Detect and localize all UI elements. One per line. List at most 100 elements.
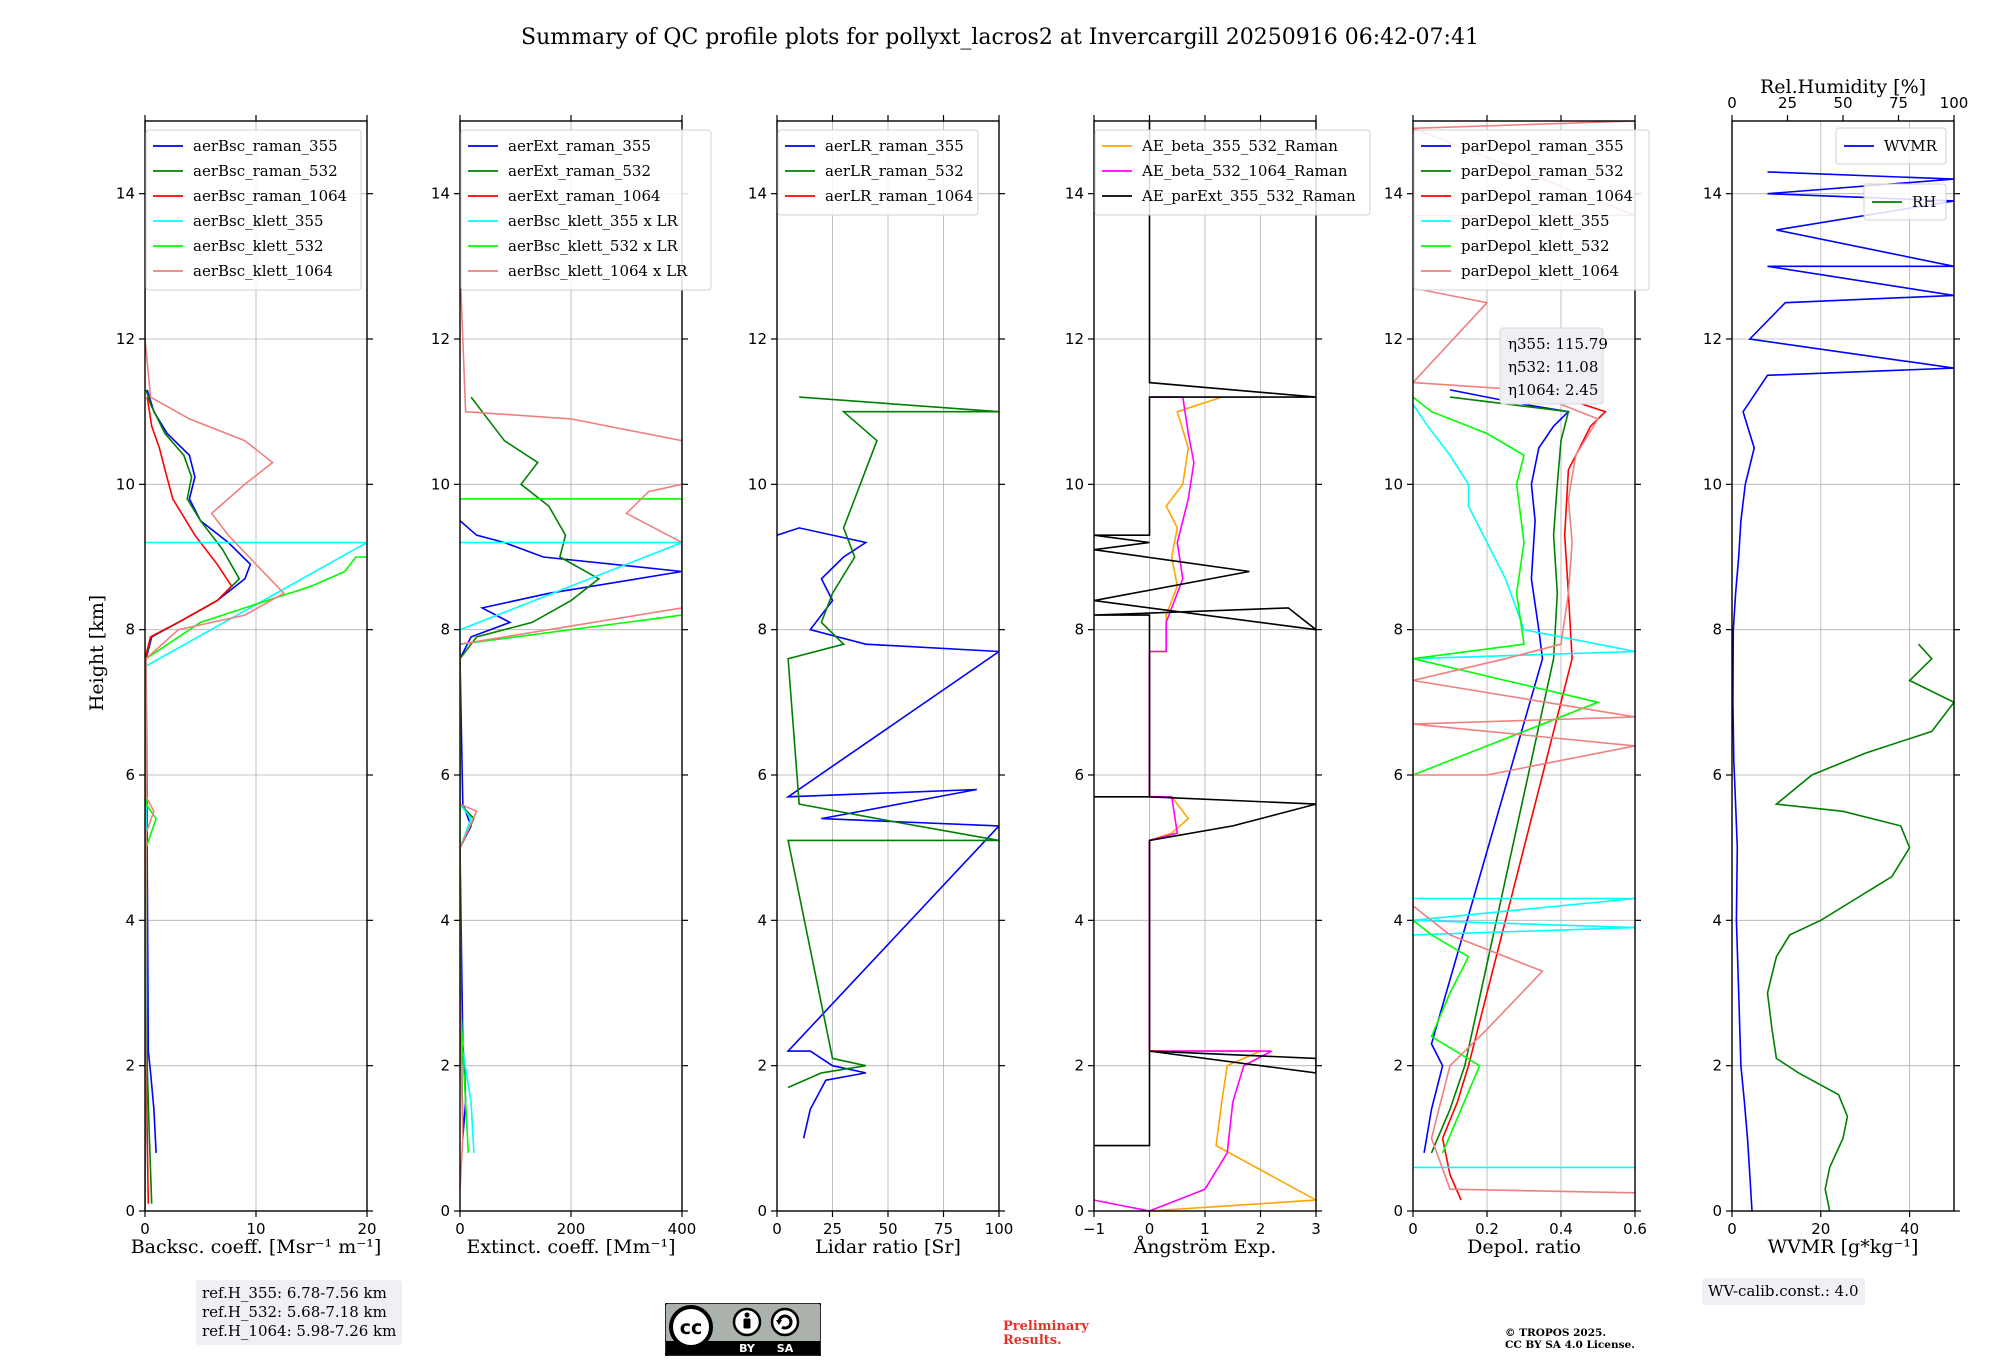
- y-tick-label: 14: [748, 185, 767, 203]
- legend: aerBsc_raman_355 aerBsc_raman_532 aerBsc_r…: [145, 129, 362, 291]
- series-line-ae-beta-355-532-raman: [1148, 396, 1316, 1211]
- series-line-aerbsc-klett-1064-x-lr: [460, 121, 682, 1190]
- x-tick-label: 2: [1256, 1220, 1266, 1238]
- y-tick-label: 6: [757, 766, 767, 784]
- x-tick-label: 100: [985, 1220, 1014, 1238]
- y-tick-label: 0: [757, 1202, 767, 1220]
- x-axis-label: Backsc. coeff. [Msr⁻¹ m⁻¹]: [131, 1236, 382, 1258]
- legend: aerExt_raman_355 aerExt_raman_532 aerExt_r…: [460, 129, 712, 291]
- preliminary-line2: Results.: [1003, 1333, 1062, 1348]
- series-line-aerbsc-klett-1064: [145, 121, 286, 1211]
- legend-label: AE_beta_355_532_Raman: [1141, 137, 1338, 155]
- y-tick-label: 8: [757, 621, 767, 639]
- legend-label: WVMR: [1884, 137, 1938, 155]
- license-note: © TROPOS 2025. CC BY SA 4.0 License.: [1505, 1327, 1635, 1351]
- series-line-aerbsc-klett-355-x-lr: [460, 541, 682, 1153]
- legend-label: aerExt_raman_355: [508, 137, 651, 155]
- series-line-aerbsc-klett-532-x-lr: [460, 498, 682, 1153]
- y-tick-label: 12: [116, 330, 135, 348]
- y-tick-label: 4: [125, 911, 135, 929]
- legend-label: aerLR_raman_532: [825, 162, 964, 180]
- x-tick-label: 10: [246, 1220, 265, 1238]
- ref-height-355: ref.H_355: 6.78-7.56 km: [202, 1284, 387, 1302]
- svg-text:cc: cc: [680, 1317, 703, 1339]
- legend-label: parDepol_raman_355: [1461, 137, 1624, 155]
- y-tick-label: 4: [1074, 911, 1084, 929]
- preliminary-line1: Preliminary: [1003, 1319, 1089, 1334]
- legend-label: RH: [1912, 193, 1936, 211]
- cc-sa-label: SA: [777, 1342, 794, 1355]
- legend-label: aerBsc_klett_1064: [193, 262, 333, 280]
- y-tick-label: 12: [1703, 330, 1722, 348]
- axes-frame: [1731, 120, 1955, 1212]
- y-tick-label: 0: [1074, 1202, 1084, 1220]
- figure-title: Summary of QC profile plots for pollyxt_…: [521, 25, 1479, 50]
- series-line-ae-parext-355-532-raman: [1094, 121, 1316, 1147]
- profile-panel-3: 0 25 50 75 100 0 2 4 6 8 10 12 14 Lidar ratio [Sr] aer…: [748, 115, 1013, 1258]
- series-line-aerext-raman-532: [460, 396, 601, 1124]
- legend: WVMR: [1835, 127, 1947, 165]
- x-tick-label: 0.6: [1623, 1220, 1647, 1238]
- ref-height-1064: ref.H_1064: 5.98-7.26 km: [202, 1322, 397, 1340]
- axes-frame: [1412, 120, 1636, 1212]
- license-line2: CC BY SA 4.0 License.: [1505, 1339, 1635, 1351]
- profile-panel-5: 0 0.2 0.4 0.6 0 2 4 6 8 10 12 14 Depol. ratio parDepo…: [1384, 115, 1650, 1258]
- series-line-pardepol-raman-532: [1430, 396, 1570, 1154]
- y-tick-label: 8: [1074, 621, 1084, 639]
- legend: aerLR_raman_355 aerLR_raman_532 aerLR_rama…: [777, 129, 979, 216]
- legend-label: aerExt_raman_1064: [508, 187, 661, 205]
- legend-label: aerBsc_raman_532: [193, 162, 338, 180]
- y-tick-label: 8: [125, 621, 135, 639]
- y-tick-label: 8: [1712, 621, 1722, 639]
- y-tick-label: 14: [1065, 185, 1084, 203]
- y-tick-label: 10: [431, 475, 450, 493]
- x2-tick-label: 0: [1727, 94, 1737, 112]
- wv-calibration-box: WV-calib.const.: 4.0: [1702, 1278, 1865, 1305]
- y-tick-label: 6: [1712, 766, 1722, 784]
- x-tick-label: 0.2: [1475, 1220, 1499, 1238]
- y-tick-label: 14: [1703, 185, 1722, 203]
- legend-label: aerBsc_klett_532 x LR: [508, 237, 679, 255]
- y-tick-label: 0: [1393, 1202, 1403, 1220]
- series-line-ae-beta-532-1064-raman: [1094, 396, 1272, 1211]
- legend-label: aerBsc_klett_1064 x LR: [508, 262, 688, 280]
- series-line-pardepol-klett-1064: [1413, 121, 1635, 1194]
- series-line-pardepol-klett-355: [1413, 403, 1635, 1169]
- series-line-rh: [1766, 643, 1954, 1211]
- y-tick-label: 10: [1384, 475, 1403, 493]
- y-tick-label: 14: [1384, 185, 1403, 203]
- y-tick-label: 8: [1393, 621, 1403, 639]
- x-tick-label: 0: [1408, 1220, 1418, 1238]
- legend-label: aerLR_raman_1064: [825, 187, 973, 205]
- x-tick-label: 25: [823, 1220, 842, 1238]
- legend-label: aerExt_raman_532: [508, 162, 651, 180]
- ref-height-532: ref.H_532: 5.68-7.18 km: [202, 1303, 387, 1321]
- y-tick-label: 4: [757, 911, 767, 929]
- x-tick-label: −1: [1083, 1220, 1105, 1238]
- y-tick-label: 12: [431, 330, 450, 348]
- x-tick-label: 400: [668, 1220, 697, 1238]
- x-tick-label: 0: [1727, 1220, 1737, 1238]
- y-tick-label: 8: [440, 621, 450, 639]
- y-tick-label: 0: [440, 1202, 450, 1220]
- x-tick-label: 0: [1145, 1220, 1155, 1238]
- y-tick-label: 10: [1065, 475, 1084, 493]
- y-tick-label: 2: [125, 1057, 135, 1075]
- preliminary-results-note: Preliminary Results.: [1003, 1320, 1089, 1348]
- series-line-aerlr-raman-532: [787, 396, 999, 1089]
- series-line-pardepol-raman-355: [1423, 389, 1571, 1154]
- x-tick-label: 3: [1311, 1220, 1321, 1238]
- y-tick-label: 2: [440, 1057, 450, 1075]
- y-tick-label: 0: [125, 1202, 135, 1220]
- legend-label: aerBsc_klett_355 x LR: [508, 212, 679, 230]
- y-tick-label: 10: [748, 475, 767, 493]
- x-tick-label: 0: [140, 1220, 150, 1238]
- legend-label: parDepol_raman_532: [1461, 162, 1624, 180]
- y-tick-label: 12: [748, 330, 767, 348]
- x-tick-label: 20: [357, 1220, 376, 1238]
- legend-label: aerBsc_klett_532: [193, 237, 324, 255]
- legend-label: aerBsc_raman_1064: [193, 187, 347, 205]
- x-tick-label: 75: [934, 1220, 953, 1238]
